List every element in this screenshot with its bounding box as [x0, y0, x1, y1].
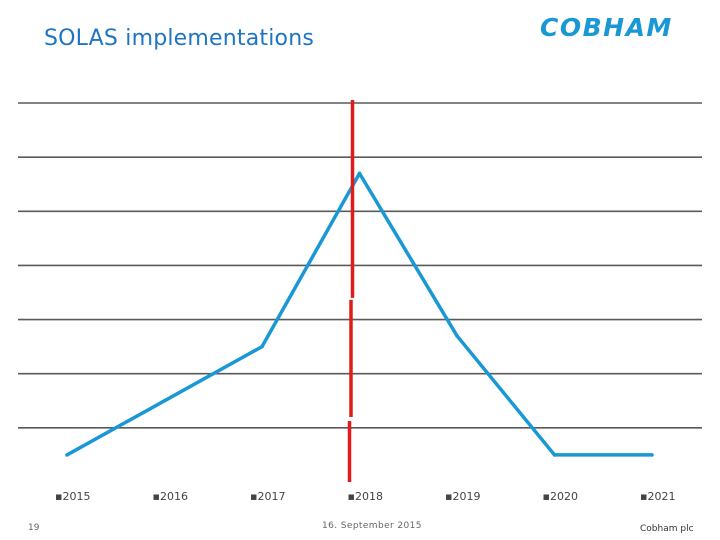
x-tick-label: ▪2016 [153, 490, 188, 503]
page-number: 19 [28, 523, 40, 533]
x-tick-label: ▪2020 [543, 490, 578, 503]
data-point [162, 398, 167, 403]
footer-company: Cobham plc [640, 524, 694, 534]
cobham-logo: COBHAM [540, 13, 673, 40]
tick-labels: ▪2015 ▪2016 ▪2017 ▪2018 ▪2019 ▪2020 ▪2021 [55, 490, 675, 503]
data-point [357, 171, 362, 176]
page-title: SOLAS implementations [44, 26, 315, 51]
data-point [455, 334, 459, 338]
data-point [260, 344, 264, 349]
data-point [650, 453, 654, 457]
series-layer [65, 171, 654, 457]
x-tick-label: ▪2017 [250, 490, 285, 503]
x-tick-label: ▪2015 [55, 490, 90, 503]
footer-date: 16. September 2015 [322, 521, 422, 531]
grid-lines [18, 102, 702, 429]
x-tick-label: ▪2021 [640, 490, 675, 503]
data-point [65, 453, 69, 457]
series-line [66, 171, 652, 457]
x-tick-label: ▪2018 [348, 490, 383, 503]
marker-layer [347, 100, 355, 482]
data-point [552, 453, 557, 457]
logo-text: COBHAM [540, 13, 673, 40]
x-tick-label: ▪2019 [445, 490, 480, 503]
